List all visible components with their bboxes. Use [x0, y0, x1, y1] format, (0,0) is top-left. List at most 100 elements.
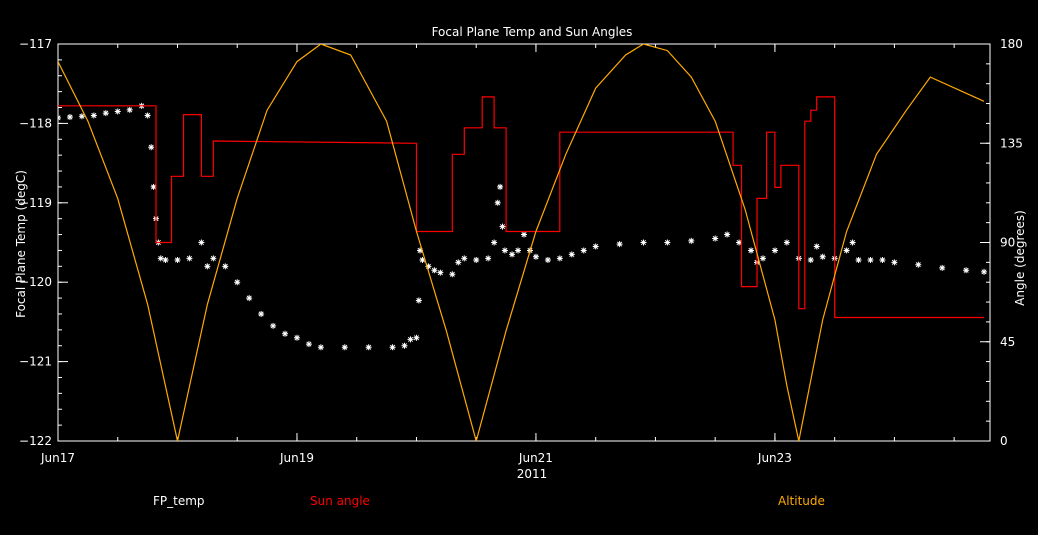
fp-temp-point: [640, 239, 647, 246]
fp-temp-point: [544, 256, 551, 263]
legend-sun-angle: Sun angle: [310, 494, 370, 508]
y-tick-label: −117: [19, 37, 52, 51]
fp-temp-point: [258, 310, 265, 317]
y2-tick-label: 0: [1000, 434, 1008, 448]
fp-temp-point: [807, 256, 814, 263]
fp-temp-point: [515, 247, 522, 254]
fp-temp-point: [305, 341, 312, 348]
y-axis-left: −117 −118 −119 −120 −121 −122: [19, 37, 68, 448]
fp-temp-point: [664, 239, 671, 246]
fp-temp-point: [210, 255, 217, 262]
fp-temp-point: [114, 108, 121, 115]
fp-temp-point: [724, 231, 731, 238]
fp-temp-point: [891, 259, 898, 266]
fp-temp-point: [437, 269, 444, 276]
legend-altitude: Altitude: [778, 494, 825, 508]
fp-temp-point: [494, 199, 501, 206]
fp-temp-point: [415, 297, 422, 304]
fp-temp-point: [712, 235, 719, 242]
fp-temp-point: [174, 256, 181, 263]
fp-temp-point: [222, 263, 229, 270]
fp-temp-point: [981, 268, 988, 275]
y2-tick-label: 45: [1000, 335, 1015, 349]
fp-temp-point: [867, 256, 874, 263]
fp-temp-point: [580, 247, 587, 254]
fp-temp-point: [389, 344, 396, 351]
y2-axis-label: Angle (degrees): [1013, 210, 1027, 306]
fp-temp-point: [293, 334, 300, 341]
y2-tick-label: 90: [1000, 236, 1015, 250]
fp-temp-point: [501, 247, 508, 254]
y-tick-label: −120: [19, 275, 52, 289]
y2-tick-label: 180: [1000, 37, 1023, 51]
fp-temp-point: [144, 112, 151, 119]
fp-temp-point: [532, 253, 539, 260]
x-tick-label: Jun21: [518, 451, 553, 465]
fp-temp-point: [771, 247, 778, 254]
fp-temp-point: [963, 267, 970, 274]
fp-temp-point: [813, 243, 820, 250]
fp-temp-point: [849, 239, 856, 246]
fp-temp-point: [90, 112, 97, 119]
fp-temp-point: [556, 255, 563, 262]
fp-temp-point: [843, 247, 850, 254]
fp-temp-point: [736, 239, 743, 246]
fp-temp-point: [157, 255, 164, 262]
fp-temp-point: [485, 255, 492, 262]
y-tick-label: −121: [19, 355, 52, 369]
fp-temp-point: [939, 264, 946, 271]
chart-title: Focal Plane Temp and Sun Angles: [432, 25, 633, 39]
fp-temp-point: [365, 344, 372, 351]
fp-temp-point: [204, 263, 211, 270]
fp-temp-point: [497, 183, 504, 190]
y-tick-label: −118: [19, 116, 52, 130]
fp-temp-point: [234, 279, 241, 286]
fp-temp-point: [282, 330, 289, 337]
fp-temp-point: [449, 271, 456, 278]
fp-temp-point: [58, 114, 61, 121]
series-fp-temp: [58, 102, 988, 351]
fp-temp-point: [688, 237, 695, 244]
fp-temp-point: [246, 295, 253, 302]
fp-temp-point: [491, 239, 498, 246]
fp-temp-point: [431, 267, 438, 274]
legend-fp-temp: FP_temp: [153, 494, 205, 508]
x-axis-label: 2011: [517, 467, 548, 481]
sun-angle-line: [58, 96, 984, 319]
y-axis-label: Focal Plane Temp (degC): [14, 170, 28, 318]
x-tick-label: Jun19: [279, 451, 314, 465]
fp-temp-point: [568, 251, 575, 258]
fp-temp-point: [126, 106, 133, 113]
fp-temp-point: [407, 336, 414, 343]
y-tick-label: −122: [19, 434, 52, 448]
fp-temp-point: [102, 110, 109, 117]
fp-temp-point: [270, 322, 277, 329]
fp-temp-point: [455, 259, 462, 266]
series-sun-angle: [58, 96, 984, 319]
fp-temp-point: [401, 342, 408, 349]
fp-temp-point: [592, 243, 599, 250]
fp-temp-point: [78, 113, 85, 120]
fp-temp-point: [759, 255, 766, 262]
fp-temp-point: [162, 256, 169, 263]
y-axis-right: 180 135 90 45 0: [980, 37, 1023, 448]
fp-temp-point: [425, 263, 432, 270]
fp-temp-point: [417, 247, 424, 254]
y2-tick-label: 135: [1000, 136, 1023, 150]
fp-temp-point: [186, 255, 193, 262]
fp-temp-point: [413, 334, 420, 341]
fp-temp-point: [461, 255, 468, 262]
fp-temp-point: [317, 344, 324, 351]
series-altitude: [58, 44, 985, 441]
fp-temp-point: [819, 253, 826, 260]
fp-temp-point: [521, 231, 527, 238]
fp-temp-point: [879, 256, 886, 263]
fp-temp-point: [855, 256, 862, 263]
fp-temp-point: [66, 114, 73, 121]
x-tick-label: Jun23: [757, 451, 792, 465]
fp-temp-point: [783, 239, 790, 246]
fp-temp-point: [748, 247, 755, 254]
fp-temp-point: [915, 261, 922, 268]
y-tick-label: −119: [19, 196, 52, 210]
